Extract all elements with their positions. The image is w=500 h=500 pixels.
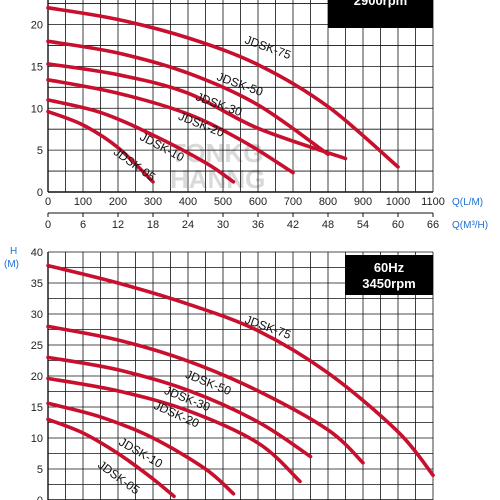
y-tick-label: 10 [31, 433, 43, 445]
secondary-x-tick-label: 12 [112, 219, 124, 231]
curve-jdsk-75 [46, 6, 400, 169]
y-tick-label: 0 [37, 187, 43, 199]
curve-jdsk-20 [46, 376, 302, 484]
x-tick-label: 500 [214, 196, 232, 208]
curve-jdsk-05 [46, 417, 176, 499]
y-axis-unit: (M) [4, 259, 19, 270]
curve-jdsk-20 [46, 78, 295, 175]
y-tick-label: 30 [31, 309, 43, 321]
x-axis-label: Q(L/M) [452, 197, 483, 208]
secondary-x-tick-label: 36 [252, 219, 264, 231]
y-tick-label: 15 [31, 61, 43, 73]
curve-jdsk-75 [46, 263, 435, 477]
secondary-x-tick-label: 30 [217, 219, 229, 231]
y-tick-label: 35 [31, 278, 43, 290]
x-tick-label: 800 [319, 196, 337, 208]
y-tick-label: 10 [31, 103, 43, 115]
x-tick-label: 200 [109, 196, 127, 208]
secondary-x-tick-label: 42 [287, 219, 299, 231]
curve-jdsk-30 [46, 62, 348, 161]
y-tick-label: 0 [37, 495, 43, 500]
rpm-badge [328, 0, 433, 28]
x-tick-label: 400 [179, 196, 197, 208]
x-tick-label: 1100 [421, 196, 445, 208]
secondary-x-tick-label: 48 [322, 219, 334, 231]
secondary-x-tick-label: 0 [45, 219, 51, 231]
x-tick-label: 900 [354, 196, 372, 208]
curve-label: JDSK-75 [243, 33, 293, 63]
curve-jdsk-50 [46, 39, 330, 157]
secondary-x-tick-label: 24 [182, 219, 194, 231]
y-tick-label: 25 [31, 340, 43, 352]
secondary-x-tick-label: 60 [392, 219, 404, 231]
secondary-x-tick-label: 18 [147, 219, 159, 231]
rpm-badge [345, 255, 433, 295]
curve-jdsk-10 [46, 98, 236, 184]
x-tick-label: 100 [74, 196, 92, 208]
x-tick-label: 300 [144, 196, 162, 208]
x-tick-label: 0 [45, 196, 51, 208]
y-tick-label: 5 [37, 145, 43, 157]
y-tick-label: 20 [31, 371, 43, 383]
y-tick-label: 40 [31, 247, 43, 259]
y-tick-label: 20 [31, 20, 43, 32]
y-axis-label: H [10, 246, 17, 257]
y-tick-label: 5 [37, 464, 43, 476]
secondary-x-tick-label: 66 [427, 219, 439, 231]
secondary-x-tick-label: 54 [357, 219, 369, 231]
secondary-x-axis-label: Q(M³/H) [452, 220, 488, 231]
curve-jdsk-50 [46, 324, 365, 465]
curve-jdsk-05 [46, 109, 155, 184]
x-tick-label: 600 [249, 196, 267, 208]
curve-jdsk-10 [46, 401, 236, 496]
curve-label: JDSK-20 [176, 109, 226, 140]
badge-rpm: 3450rpm [362, 276, 415, 291]
bottom-chart: 0510152025303540H(M)JDSK-75JDSK-50JDSK-3… [4, 246, 435, 500]
curve-jdsk-30 [46, 355, 313, 459]
y-tick-label: 15 [31, 402, 43, 414]
x-tick-label: 700 [284, 196, 302, 208]
badge-frequency: 60Hz [374, 260, 405, 275]
badge-rpm: 2900rpm [354, 0, 407, 8]
secondary-x-tick-label: 6 [80, 219, 86, 231]
x-tick-label: 1000 [386, 196, 410, 208]
